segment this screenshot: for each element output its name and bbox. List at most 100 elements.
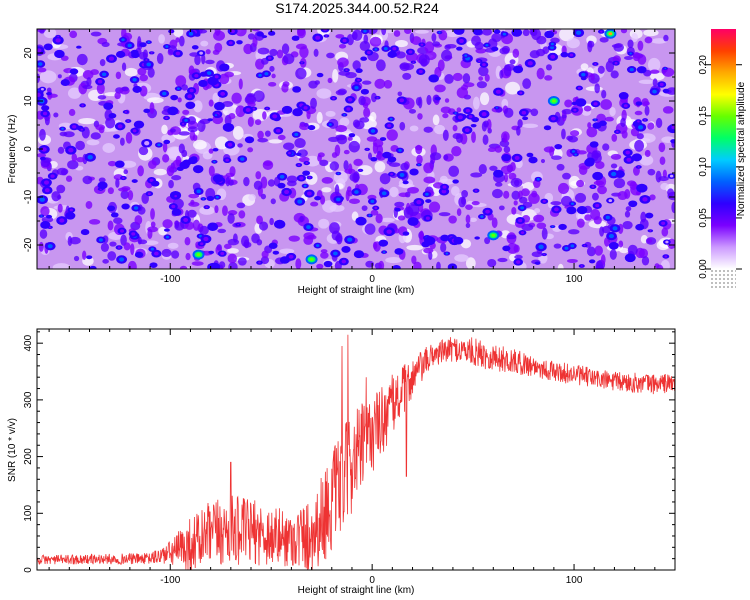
heat-cell — [150, 247, 155, 251]
heat-cell — [71, 153, 78, 162]
heat-cell — [118, 187, 129, 192]
x-tick-label: -100 — [160, 274, 180, 285]
heat-cell — [277, 134, 286, 140]
heat-cell — [274, 251, 278, 254]
heat-cell — [452, 72, 463, 82]
heat-cell — [672, 140, 675, 143]
heat-cell — [404, 29, 412, 35]
heat-cell — [480, 215, 484, 218]
heat-cell — [279, 248, 295, 254]
heat-cell — [438, 212, 451, 217]
heat-cell — [345, 72, 357, 79]
heat-cell — [448, 215, 457, 224]
heat-cell — [97, 95, 107, 100]
heat-cell — [238, 41, 241, 44]
heat-cell — [315, 35, 321, 40]
heat-cell — [67, 213, 73, 218]
heat-cell — [494, 145, 503, 153]
heat-cell — [199, 51, 203, 55]
heat-cell — [513, 200, 518, 206]
heat-cell — [482, 134, 489, 145]
heat-cell — [329, 161, 340, 171]
heat-cell — [639, 154, 654, 166]
heat-cell — [48, 226, 51, 229]
heat-cell — [139, 85, 148, 97]
heat-cell — [43, 29, 57, 39]
heat-cell — [322, 200, 337, 213]
heat-cell — [397, 215, 406, 221]
heat-cell — [410, 219, 416, 224]
heat-cell — [468, 115, 473, 119]
heat-cell — [261, 250, 269, 259]
heat-cell — [491, 217, 498, 229]
heat-cell — [268, 139, 283, 144]
heat-cell — [210, 78, 216, 84]
x-tick-label: 100 — [566, 274, 583, 285]
heat-cell — [516, 125, 521, 136]
heat-cell — [418, 69, 423, 74]
heat-cell — [662, 169, 667, 179]
heat-cell — [47, 92, 50, 95]
heat-cell — [566, 38, 580, 49]
heat-cell — [587, 40, 595, 48]
heat-cell — [590, 208, 601, 221]
heat-cell — [641, 256, 650, 266]
heat-cell — [244, 95, 257, 105]
heat-cell — [386, 229, 392, 234]
heat-cell — [119, 137, 125, 146]
heat-cell — [620, 29, 628, 34]
heat-cell — [485, 43, 489, 47]
heat-cell — [76, 53, 88, 66]
heat-cell — [485, 209, 490, 214]
heat-cell — [145, 59, 148, 61]
heat-cell — [215, 176, 221, 181]
heat-cell — [165, 116, 168, 120]
heat-cell — [227, 248, 239, 254]
y-tick-label: 300 — [23, 391, 34, 408]
heat-cell — [560, 225, 565, 229]
heat-cell — [247, 33, 255, 40]
heat-cell — [120, 160, 137, 168]
heat-cell — [170, 108, 176, 114]
heat-cell — [580, 265, 583, 267]
y-tick-label: 0 — [23, 146, 34, 152]
heat-cell — [609, 106, 616, 117]
heat-cell — [316, 263, 324, 269]
heat-cell — [115, 178, 120, 188]
colorbar-tick-label: 0.10 — [698, 157, 709, 177]
heat-cell — [465, 214, 471, 224]
heat-cell — [304, 171, 308, 175]
heat-cell — [286, 180, 297, 187]
heat-cell — [109, 206, 113, 210]
heat-cell — [601, 89, 607, 99]
heat-cell — [254, 119, 262, 126]
colorbar-tick-label: 0.00 — [698, 259, 709, 279]
heat-cell — [257, 130, 264, 140]
heat-cell — [225, 125, 232, 130]
heat-cell — [37, 92, 41, 98]
heat-cell — [550, 46, 554, 50]
heat-cell — [444, 98, 450, 103]
heat-cell — [264, 130, 271, 137]
heat-cell — [299, 176, 304, 180]
heat-cell — [206, 71, 212, 76]
heat-cell — [295, 67, 307, 80]
heat-cell — [69, 208, 73, 212]
heat-cell — [471, 35, 481, 46]
heat-cell — [188, 193, 200, 199]
heat-cell — [383, 47, 388, 51]
heat-cell — [213, 160, 216, 163]
heat-cell — [593, 102, 598, 106]
heat-cell — [501, 45, 511, 54]
heat-cell — [473, 118, 477, 121]
heat-cell — [664, 67, 667, 70]
heat-cell — [671, 125, 675, 130]
heat-cell — [610, 153, 622, 160]
heat-cell — [627, 255, 633, 260]
heat-cell — [571, 150, 576, 153]
heat-cell — [316, 88, 332, 99]
heat-cell — [660, 259, 670, 269]
heat-cell — [80, 128, 84, 131]
heat-cell — [374, 48, 378, 51]
heat-cell — [107, 160, 117, 167]
